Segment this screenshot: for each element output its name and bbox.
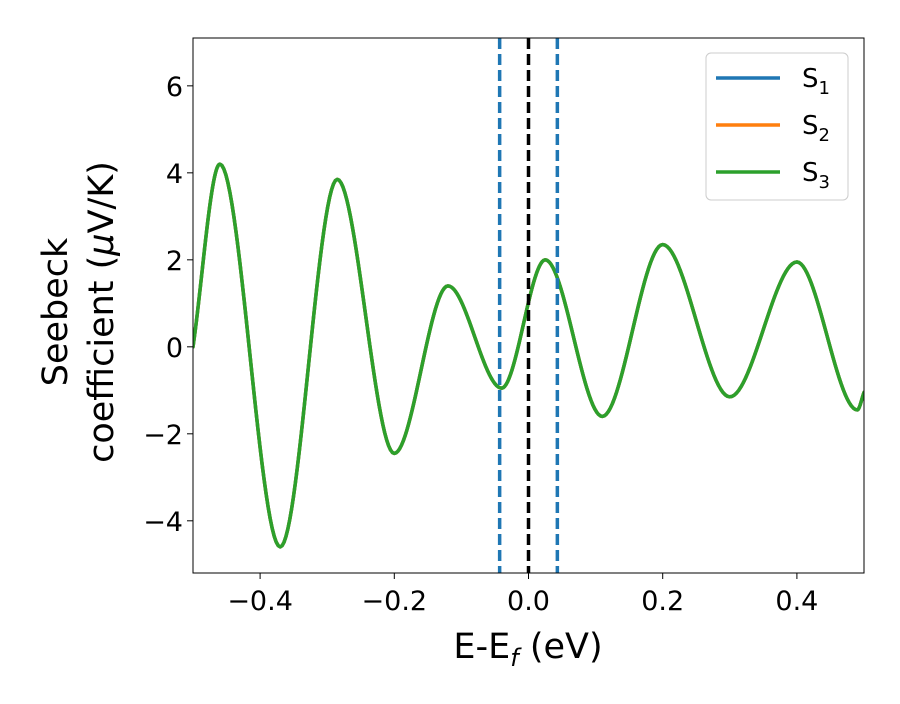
reference-lines: [497, 38, 560, 573]
x-tick-label: −0.2: [362, 586, 428, 617]
x-tick-label: −0.4: [227, 586, 293, 617]
y-tick-label: −2: [143, 420, 183, 451]
x-axis-title-main: E-E: [453, 627, 510, 667]
x-tick-label: 0.0: [507, 586, 550, 617]
legend-label-s1: S1: [802, 64, 830, 99]
y-axis-title-prefix: coefficient (: [82, 256, 122, 463]
series-line-s3: [193, 162, 864, 549]
y-tick-label: 2: [166, 246, 183, 277]
y-tick-label: 0: [166, 333, 183, 364]
y-tick-label: −4: [143, 507, 183, 538]
y-axis: −4 −2 0 2 4 6: [143, 72, 193, 538]
y-tick-label: 6: [166, 72, 183, 103]
legend-label-s3: S3: [802, 158, 830, 193]
series-lines: [193, 162, 864, 549]
x-axis: −0.4 −0.2 0.0 0.2 0.4: [227, 573, 818, 617]
y-axis-title-line2: coefficient (μV/K): [82, 161, 122, 463]
y-tick-label: 4: [166, 159, 183, 190]
x-axis-title-unit: (eV): [519, 627, 603, 667]
y-axis-title-line1: Seebeck: [36, 237, 76, 386]
legend-label-s2: S2: [802, 111, 830, 146]
legend: S1 S2 S3: [705, 52, 849, 201]
x-axis-title: E-Ef (eV): [453, 627, 602, 672]
y-axis-title-unit: V/K): [82, 161, 122, 233]
x-tick-label: 0.4: [775, 586, 818, 617]
x-tick-label: 0.2: [641, 586, 684, 617]
y-axis-title-mu: μ: [82, 233, 122, 256]
